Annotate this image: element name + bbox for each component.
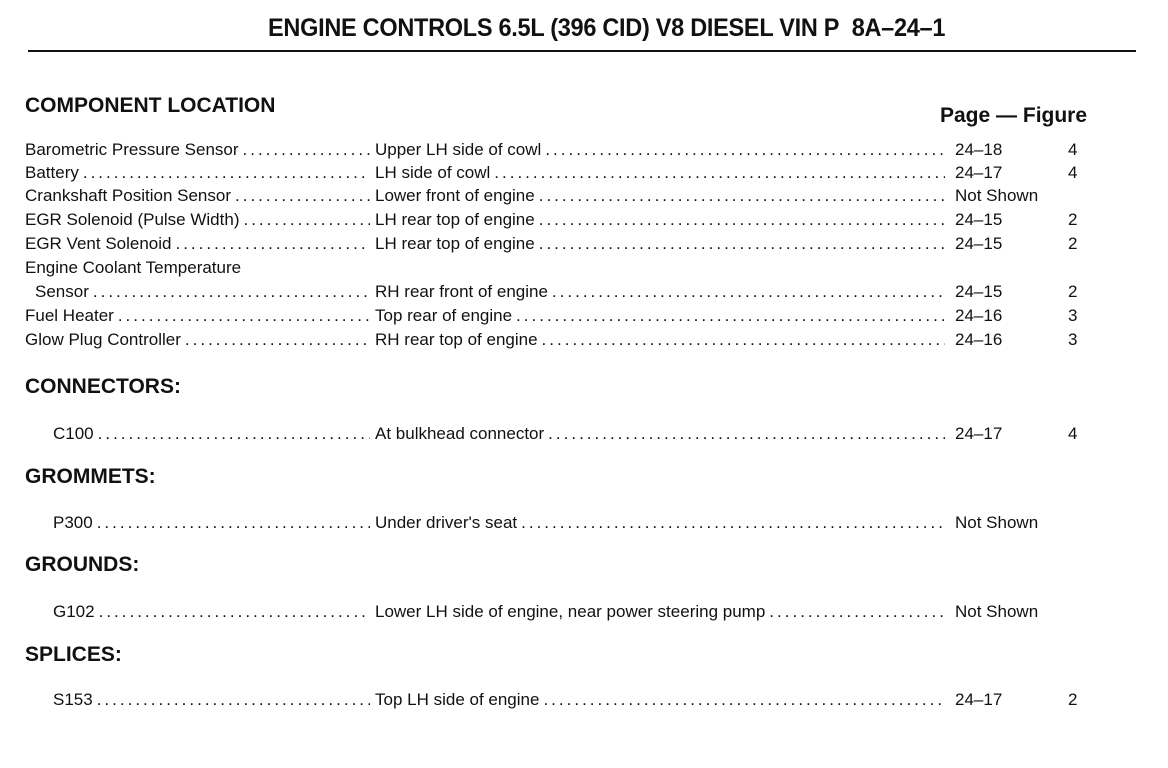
page-ref: 24–18 [955, 140, 1003, 159]
component-location: Top rear of engine [375, 306, 513, 325]
ground-location: Lower LH side of engine, near power stee… [375, 602, 766, 621]
section-heading-grounds: GROUNDS: [25, 553, 140, 576]
page-ref: 24–16 [955, 330, 1003, 349]
component-location: Upper LH side of cowl [375, 140, 542, 159]
section-heading-component-location: COMPONENT LOCATION [25, 94, 276, 117]
component-name: EGR Vent Solenoid [25, 234, 172, 253]
table-row: S153 Top LH side of engine 24–17 2 [0, 689, 1168, 711]
table-row: C100 At bulkhead connector 24–17 4 [0, 423, 1168, 445]
table-row: G102 Lower LH side of engine, near power… [0, 601, 1168, 623]
figure-ref: 4 [1068, 140, 1078, 159]
component-location: LH rear top of engine [375, 210, 535, 229]
page-ref: Not Shown [955, 602, 1039, 621]
page-ref: 24–17 [955, 424, 1003, 443]
splice-location: Top LH side of engine [375, 690, 540, 709]
figure-ref: 2 [1068, 690, 1078, 709]
table-row: P300 Under driver's seat Not Shown [0, 512, 1168, 534]
page-header: ENGINE CONTROLS 6.5L (396 CID) V8 DIESEL… [268, 14, 945, 43]
table-row: Battery LH side of cowl 24–17 4 [0, 162, 1168, 184]
figure-ref: 2 [1068, 234, 1078, 253]
page-ref: Not Shown [955, 186, 1039, 205]
figure-ref: 4 [1068, 163, 1078, 182]
section-heading-splices: SPLICES: [25, 643, 122, 666]
column-heading-page-figure: Page — Figure [940, 104, 1088, 127]
component-location: LH side of cowl [375, 163, 491, 182]
component-name-continued: Sensor [35, 282, 89, 301]
section-heading-grommets: GROMMETS: [25, 465, 156, 488]
grommet-id: P300 [53, 513, 93, 532]
connector-location: At bulkhead connector [375, 424, 545, 443]
table-row-title-line: Engine Coolant Temperature [0, 257, 1168, 279]
component-name: Barometric Pressure Sensor [25, 140, 239, 159]
table-row: Sensor RH rear front of engine 24–15 2 [0, 281, 1168, 303]
table-row: Fuel Heater Top rear of engine 24–16 3 [0, 305, 1168, 327]
table-row: Barometric Pressure Sensor Upper LH side… [0, 139, 1168, 161]
component-location: LH rear top of engine [375, 234, 535, 253]
figure-ref: 2 [1068, 210, 1078, 229]
ground-id: G102 [53, 602, 95, 621]
component-name: Glow Plug Controller [25, 330, 181, 349]
component-location: RH rear front of engine [375, 282, 548, 301]
page-ref: 24–15 [955, 210, 1003, 229]
page-ref: 24–17 [955, 690, 1003, 709]
figure-ref: 3 [1068, 306, 1078, 325]
page-ref: 24–15 [955, 234, 1003, 253]
table-row: EGR Vent Solenoid LH rear top of engine … [0, 233, 1168, 255]
page-ref: 24–17 [955, 163, 1003, 182]
figure-ref: 2 [1068, 282, 1078, 301]
figure-ref: 3 [1068, 330, 1078, 349]
header-title: ENGINE CONTROLS 6.5L (396 CID) V8 DIESEL… [268, 14, 840, 42]
page-ref: Not Shown [955, 513, 1039, 532]
page-number: 8A–24–1 [851, 14, 946, 42]
figure-ref: 4 [1068, 424, 1078, 443]
splice-id: S153 [53, 690, 93, 709]
table-row: Crankshaft Position Sensor Lower front o… [0, 185, 1168, 207]
component-name: Engine Coolant Temperature [25, 258, 242, 277]
grommet-location: Under driver's seat [375, 513, 518, 532]
component-name: Crankshaft Position Sensor [25, 186, 231, 205]
page-ref: 24–16 [955, 306, 1003, 325]
header-rule [28, 50, 1136, 52]
connector-id: C100 [53, 424, 94, 443]
component-name: EGR Solenoid (Pulse Width) [25, 210, 240, 229]
component-name: Fuel Heater [25, 306, 114, 325]
page-ref: 24–15 [955, 282, 1003, 301]
table-row: Glow Plug Controller RH rear top of engi… [0, 329, 1168, 351]
component-name: Battery [25, 163, 79, 182]
section-heading-connectors: CONNECTORS: [25, 375, 181, 398]
component-location: Lower front of engine [375, 186, 535, 205]
table-row: EGR Solenoid (Pulse Width) LH rear top o… [0, 209, 1168, 231]
component-location: RH rear top of engine [375, 330, 538, 349]
